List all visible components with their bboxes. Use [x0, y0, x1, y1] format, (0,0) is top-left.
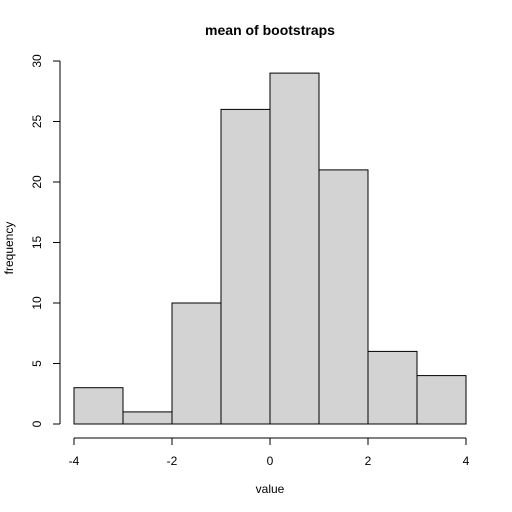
- histogram-bar: [122, 411, 173, 425]
- x-tick-label: 2: [365, 454, 372, 468]
- y-tick-label: 20: [30, 175, 44, 189]
- histogram-bar: [73, 387, 124, 425]
- y-tick-label: 25: [30, 115, 44, 129]
- y-axis-label: frequency: [2, 222, 16, 275]
- x-axis: -4 -2 0 2 4: [69, 437, 470, 468]
- histogram-bar: [318, 169, 369, 425]
- chart-title: mean of bootstraps: [205, 22, 335, 38]
- y-axis: 0 5 10 15 20 25 30: [30, 54, 61, 427]
- histogram-bar: [416, 375, 467, 425]
- y-tick-label: 15: [30, 236, 44, 250]
- x-tick-label: 0: [267, 454, 274, 468]
- bars-group: [73, 72, 467, 425]
- x-axis-label: value: [256, 482, 285, 496]
- histogram-bar: [367, 350, 418, 425]
- histogram-bar: [220, 108, 271, 425]
- x-tick-label: 4: [463, 454, 470, 468]
- y-tick-label: 30: [30, 54, 44, 68]
- y-tick-label: 0: [30, 420, 44, 427]
- x-tick-label: -4: [69, 454, 80, 468]
- histogram-bar: [171, 302, 222, 425]
- histogram-bar: [269, 72, 320, 425]
- y-tick-label: 5: [30, 360, 44, 367]
- y-tick-label: 10: [30, 296, 44, 310]
- x-tick-label: -2: [167, 454, 178, 468]
